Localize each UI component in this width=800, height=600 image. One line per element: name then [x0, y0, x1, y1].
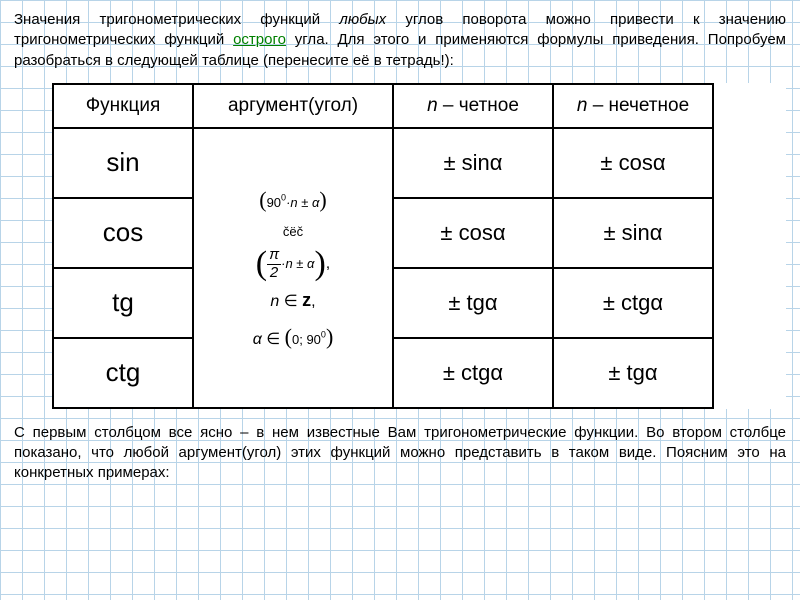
fn-cos: cos — [53, 198, 193, 268]
arg-l1-rest: ·n ± α — [286, 195, 319, 210]
header-argument: аргумент(угол) — [193, 84, 393, 128]
header-n-odd: n – нечетное — [553, 84, 713, 128]
arg-l4-open: ( — [285, 324, 292, 349]
arg-line4: α ∈ (0; 900) — [198, 320, 388, 353]
arg-line2: (π2·n ± α), — [198, 247, 388, 281]
intro-paragraph: Значения тригонометрических функций любы… — [14, 10, 786, 71]
header-even-txt: – четное — [438, 95, 519, 116]
even-sin: ± sinα — [393, 128, 553, 198]
odd-tg: ± ctgα — [553, 268, 713, 338]
arg-l4-close: ) — [326, 324, 333, 349]
arg-line1: (900·n ± α) — [198, 183, 388, 216]
arg-line3: n ∈ z, — [198, 287, 388, 314]
even-ctg: ± ctgα — [393, 338, 553, 408]
arg-l4-in: ∈ — [262, 331, 285, 348]
reduction-table-wrap: Функция аргумент(угол) n – четное n – не… — [52, 83, 786, 409]
odd-ctg: ± tgα — [553, 338, 713, 408]
odd-cos: ± sinα — [553, 198, 713, 268]
arg-l1-open: ( — [259, 187, 266, 212]
arg-l2-comma: , — [326, 255, 330, 272]
even-tg: ± tgα — [393, 268, 553, 338]
header-even-n: n — [427, 95, 438, 116]
header-argument-text: аргумент(угол) — [228, 95, 358, 116]
arg-l1-deg: 90 — [267, 195, 281, 210]
intro-italic: любых — [339, 11, 386, 28]
arg-l2-close: ) — [314, 247, 325, 281]
fn-ctg: ctg — [53, 338, 193, 408]
arg-l3-comma: , — [311, 293, 315, 310]
arg-l4-zero: 0; 90 — [292, 332, 321, 347]
arg-l3-n: n — [270, 293, 279, 310]
argument-cell: (900·n ± α) čёč (π2·n ± α), n ∈ z, α ∈ (… — [193, 128, 393, 408]
arg-or: čёč — [198, 222, 388, 242]
intro-green: острого — [233, 31, 286, 48]
arg-l1-close: ) — [319, 187, 326, 212]
arg-l2-rest: ·n ± α — [281, 256, 314, 271]
even-cos: ± cosα — [393, 198, 553, 268]
arg-l2-open: ( — [256, 247, 267, 281]
outro-paragraph: С первым столбцом все ясно – в нем извес… — [14, 423, 786, 484]
header-odd-n: n — [577, 95, 588, 116]
arg-l4-alpha: α — [253, 331, 262, 348]
table-row: sin (900·n ± α) čёč (π2·n ± α), n ∈ z, α… — [53, 128, 713, 198]
arg-frac-den: 2 — [267, 265, 281, 282]
header-function: Функция — [53, 84, 193, 128]
arg-l3-z: z — [302, 290, 311, 310]
fn-sin: sin — [53, 128, 193, 198]
arg-l3-in: ∈ — [279, 293, 302, 310]
arg-fraction: π2 — [267, 247, 281, 281]
reduction-table: Функция аргумент(угол) n – четное n – не… — [52, 83, 714, 409]
table-header-row: Функция аргумент(угол) n – четное n – не… — [53, 84, 713, 128]
header-function-text: Функция — [86, 95, 161, 116]
odd-sin: ± cosα — [553, 128, 713, 198]
header-odd-txt: – нечетное — [587, 95, 689, 116]
header-n-even: n – четное — [393, 84, 553, 128]
intro-part1: Значения тригонометрических функций — [14, 11, 339, 28]
fn-tg: tg — [53, 268, 193, 338]
arg-frac-num: π — [267, 247, 281, 265]
